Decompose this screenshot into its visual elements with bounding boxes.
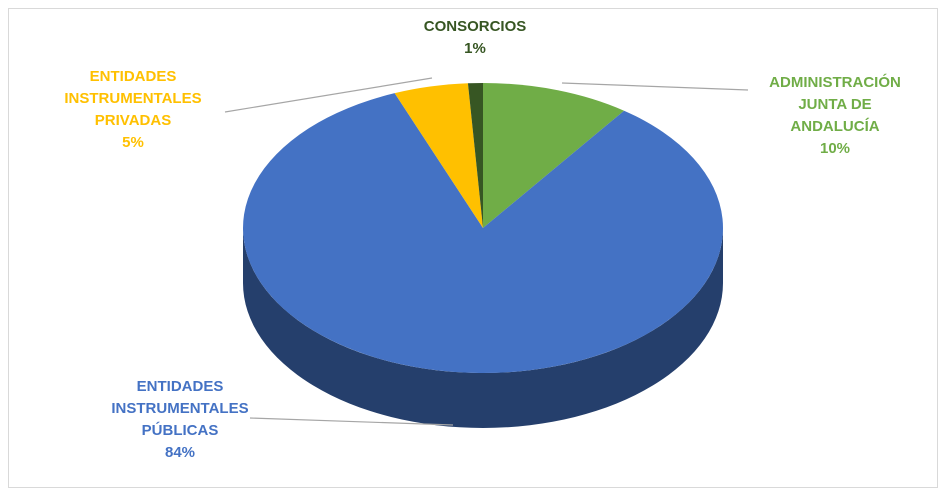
leader-line (561, 82, 749, 91)
category-label: ADMINISTRACIÓN JUNTA DE ANDALUCÍA (769, 74, 901, 135)
slice (243, 93, 724, 373)
slice (483, 83, 625, 228)
value-label: 5% (122, 134, 144, 151)
data-label: CONSORCIOS 1% (397, 16, 553, 60)
value-label: 1% (464, 40, 486, 57)
category-label: ENTIDADES INSTRUMENTALES PÚBLICAS (111, 378, 249, 439)
category-label: ENTIDADES INSTRUMENTALES PRIVADAS (64, 68, 202, 129)
slice-side (243, 228, 723, 428)
slice (394, 83, 483, 228)
slice (467, 83, 483, 228)
data-label: ENTIDADES INSTRUMENTALES PRIVADAS 5% (55, 66, 211, 154)
leader-line (249, 417, 454, 426)
data-label: ADMINISTRACIÓN JUNTA DE ANDALUCÍA 10% (757, 72, 913, 160)
leader-line (224, 77, 433, 113)
value-label: 10% (819, 140, 851, 157)
data-label: ENTIDADES INSTRUMENTALES PÚBLICAS 84% (102, 376, 258, 464)
value-label: 84% (164, 444, 196, 461)
category-label: CONSORCIOS (423, 18, 527, 35)
